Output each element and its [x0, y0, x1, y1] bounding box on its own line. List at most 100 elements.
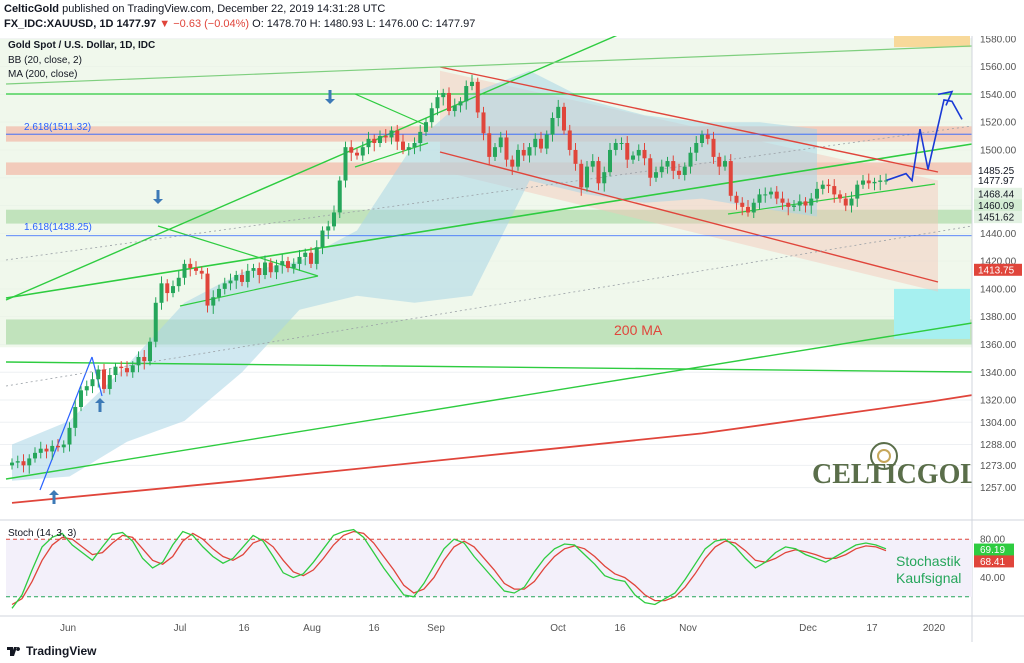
candle-body	[372, 138, 377, 143]
author-name[interactable]: CelticGold	[4, 3, 60, 15]
close-value: C: 1477.97	[421, 18, 476, 30]
stoch-label-1: Stochastik	[896, 553, 962, 569]
candle-body	[481, 112, 486, 134]
price-badge-label: 1413.75	[978, 265, 1015, 276]
price-badge	[974, 174, 1022, 187]
candle-body	[343, 147, 348, 181]
candle-body	[406, 147, 411, 150]
time-axis: Jun Jul 16 Aug 16 Sep Oct 16 Nov Dec 17 2020	[0, 615, 1024, 634]
candle-body	[79, 390, 83, 408]
price-badge	[974, 187, 1022, 200]
price-badge-label: 1477.97	[978, 176, 1015, 187]
candle-body	[188, 263, 193, 269]
publish-date: published on TradingView.com, December 2…	[62, 3, 386, 15]
candle-body	[383, 136, 388, 138]
candle-body	[510, 159, 515, 167]
candle-body	[786, 202, 791, 207]
candle-body	[585, 166, 589, 188]
down-arrow-icon	[153, 190, 163, 204]
candle-body	[205, 273, 210, 306]
candle-body	[96, 369, 101, 380]
fib-1618-label: 1.618(1438.25)	[24, 222, 92, 233]
candle-body	[222, 283, 227, 289]
price-badge	[974, 211, 1022, 224]
stoch-title: Stoch (14, 3, 3)	[8, 528, 76, 539]
candle-body	[176, 277, 181, 287]
celticgold-logo: CELTICGOLD	[812, 459, 999, 490]
candle-body	[562, 106, 566, 131]
y-tick-label: 1520.00	[980, 118, 1017, 129]
candle-body	[728, 161, 733, 196]
price-axis: 1580.001560.001540.001520.001500.001480.…	[971, 36, 1024, 642]
stoch-d-badge-label: 68.41	[980, 557, 1005, 568]
legend-title: Gold Spot / U.S. Dollar, 1D, IDC	[8, 40, 155, 51]
candle-body	[447, 92, 451, 112]
forecast-arrowhead	[937, 90, 954, 106]
stoch-k-badge	[974, 543, 1014, 556]
uptrend-line	[5, 36, 618, 301]
candle-body	[751, 202, 756, 213]
candle-body	[286, 261, 290, 269]
candle-body	[832, 186, 837, 195]
candle-body	[309, 252, 313, 264]
candle-body	[797, 201, 802, 206]
candle-body	[125, 368, 129, 373]
candle-body	[349, 147, 354, 153]
price-chart[interactable]: CELTICGOLD 1580.00 1560.00 1540.00 1520.00 1…	[0, 36, 1024, 642]
candle-body	[234, 275, 239, 281]
candle-body	[320, 230, 325, 248]
candle-body	[366, 138, 371, 148]
candle-body	[337, 180, 342, 213]
target-box	[894, 36, 970, 48]
candle-body	[527, 147, 532, 156]
candle-body	[441, 92, 446, 98]
candle-body	[642, 149, 647, 159]
candle-body	[61, 444, 66, 448]
candle-body	[826, 184, 831, 187]
candle-body	[884, 180, 888, 182]
candle-body	[631, 155, 635, 160]
candle-body	[464, 86, 469, 102]
channel-top-line	[439, 66, 939, 173]
symbol-name: FX_IDC:XAUUSD, 1D	[4, 18, 114, 30]
triangle-line	[179, 275, 319, 307]
candle-body	[429, 108, 434, 123]
y-tick-label: 1440.00	[980, 229, 1017, 240]
candle-body	[878, 180, 883, 182]
candle-body	[389, 130, 394, 138]
candle-body	[280, 261, 285, 266]
candle-body	[240, 275, 244, 282]
candle-body	[268, 262, 273, 273]
fan-line	[5, 45, 973, 85]
candle-body	[487, 133, 492, 157]
low-value: L: 1476.00	[366, 18, 419, 30]
candle-body	[573, 149, 578, 164]
candle-body	[567, 130, 572, 150]
stoch-band	[6, 539, 972, 597]
candle-body	[73, 407, 78, 428]
y-tick-label: 1320.00	[980, 396, 1017, 407]
candle-body	[159, 283, 164, 303]
candle-body	[665, 161, 670, 167]
candle-body	[521, 149, 526, 156]
x-tick-label: Dec	[799, 623, 817, 634]
candle-body	[866, 180, 871, 184]
tradingview-brand[interactable]: TradingView	[26, 644, 97, 658]
x-tick-label: Nov	[679, 623, 697, 634]
celtic-knot-icon	[870, 442, 898, 470]
candle-body	[401, 141, 405, 150]
y-tick-label: 1257.00	[980, 483, 1017, 494]
candle-body	[263, 262, 267, 275]
candle-body	[435, 97, 440, 109]
triangle-line	[157, 225, 319, 277]
bollinger-band	[12, 70, 817, 481]
candle-body	[153, 302, 158, 342]
y-tick-label: 1580.00	[980, 36, 1017, 45]
candle-body	[171, 286, 175, 294]
stoch-k-badge-label: 69.19	[980, 545, 1005, 556]
price-badge-label: 1451.62	[978, 213, 1015, 224]
candle-body	[21, 461, 26, 466]
x-tick-label: Sep	[427, 623, 445, 634]
open-value: O: 1478.70	[252, 18, 307, 30]
